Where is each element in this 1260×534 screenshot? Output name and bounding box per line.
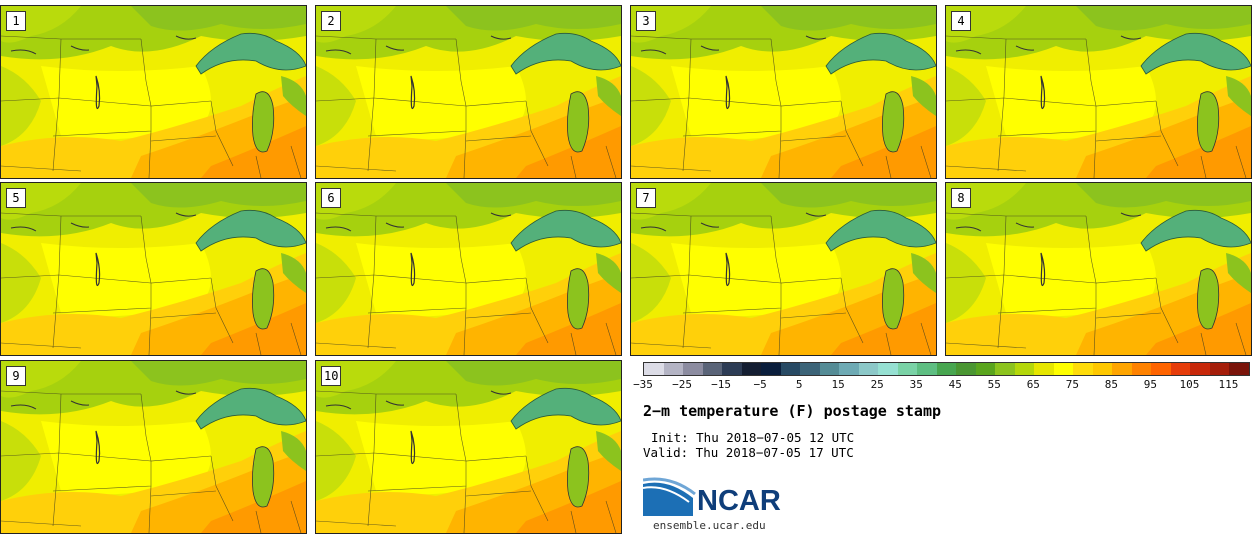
- temperature-map: [1, 361, 306, 533]
- colorbar-tick-label: −25: [672, 378, 692, 391]
- colorbar-segment: [839, 363, 859, 375]
- colorbar-segment: [1170, 363, 1191, 375]
- colorbar-segment: [1034, 363, 1054, 375]
- member-panel: 6: [315, 182, 622, 356]
- valid-time: Valid: Thu 2018−07-05 17 UTC: [643, 445, 854, 460]
- temperature-map: [316, 6, 621, 178]
- colorbar-segment: [1014, 363, 1035, 375]
- colorbar-segment: [1073, 363, 1093, 375]
- colorbar-tick-label: 75: [1065, 378, 1079, 391]
- colorbar-segment: [800, 363, 820, 375]
- colorbar-segment: [936, 363, 957, 375]
- colorbar-tick-label: 25: [870, 378, 884, 391]
- colorbar-tick-label: 35: [909, 378, 923, 391]
- temperature-map: [631, 6, 936, 178]
- colorbar-tick-label: −15: [711, 378, 731, 391]
- panel-number-label: 1: [6, 11, 26, 31]
- colorbar-segment: [995, 363, 1015, 375]
- panel-number-label: 10: [321, 366, 342, 386]
- member-panel: 5: [0, 182, 307, 356]
- colorbar-segment: [741, 363, 762, 375]
- colorbar-segment: [897, 363, 918, 375]
- panel-number-label: 8: [951, 188, 971, 208]
- colorbar-tick-label: 15: [831, 378, 845, 391]
- temperature-map: [316, 361, 621, 533]
- temperature-map: [316, 183, 621, 355]
- colorbar-segment: [1190, 363, 1210, 375]
- ncar-logo-icon: [643, 477, 696, 516]
- panel-number-label: 6: [321, 188, 341, 208]
- colorbar-segment: [858, 363, 879, 375]
- colorbar-segment: [1053, 363, 1074, 375]
- colorbar-tick-label: 5: [795, 378, 803, 391]
- plot-title: 2−m temperature (F) postage stamp: [643, 402, 942, 420]
- colorbar-segment: [722, 363, 742, 375]
- colorbar-tick-label: 95: [1143, 378, 1158, 391]
- colorbar-tick-label: 45: [948, 378, 962, 391]
- colorbar-segment: [1092, 363, 1113, 375]
- init-time: Init: Thu 2018−07-05 12 UTC: [651, 430, 855, 445]
- colorbar-segment: [956, 363, 976, 375]
- member-panel: 1: [0, 5, 307, 179]
- colorbar-segment: [1229, 363, 1249, 375]
- colorbar-segment: [780, 363, 801, 375]
- panel-number-label: 4: [951, 11, 971, 31]
- temperature-colorbar: [643, 362, 1250, 376]
- colorbar-segment: [1112, 363, 1132, 375]
- temperature-map: [631, 183, 936, 355]
- colorbar-segment: [702, 363, 723, 375]
- colorbar-segment: [1131, 363, 1152, 375]
- member-panel: 9: [0, 360, 307, 534]
- member-panel: 8: [945, 182, 1252, 356]
- colorbar-segment: [644, 363, 664, 375]
- colorbar-segment: [819, 363, 840, 375]
- ncar-logo-text: NCAR: [697, 485, 781, 517]
- colorbar-tick-label: −5: [753, 378, 767, 391]
- panel-number-label: 9: [6, 366, 26, 386]
- colorbar-ticks: −35 −25 −15 −5 5 15 25 35 45 55 65 75 85 95 105 115: [633, 378, 1248, 394]
- member-panel: 10: [315, 360, 622, 534]
- panel-number-label: 7: [636, 188, 656, 208]
- temperature-map: [1, 183, 306, 355]
- colorbar-tick-label: 55: [987, 378, 1001, 391]
- member-panel: 7: [630, 182, 937, 356]
- panel-number-label: 3: [636, 11, 656, 31]
- panel-number-label: 2: [321, 11, 341, 31]
- temperature-map: [946, 183, 1251, 355]
- temperature-map: [1, 6, 306, 178]
- colorbar-segment: [1209, 363, 1230, 375]
- member-panel: 2: [315, 5, 622, 179]
- colorbar-tick-label: 65: [1026, 378, 1040, 391]
- source-url: ensemble.ucar.edu: [653, 519, 766, 532]
- colorbar-segment: [761, 363, 781, 375]
- colorbar-segment: [663, 363, 684, 375]
- colorbar-segment: [878, 363, 898, 375]
- member-panel: 3: [630, 5, 937, 179]
- colorbar-tick-label: −35: [633, 378, 653, 391]
- colorbar-segment: [683, 363, 703, 375]
- temperature-map: [946, 6, 1251, 178]
- colorbar-tick-label: 105: [1179, 378, 1200, 391]
- colorbar-tick-label: 85: [1104, 378, 1118, 391]
- colorbar-segment: [975, 363, 996, 375]
- colorbar-segment: [917, 363, 937, 375]
- colorbar-tick-label: 115: [1218, 378, 1239, 391]
- panel-number-label: 5: [6, 188, 26, 208]
- member-panel: 4: [945, 5, 1252, 179]
- colorbar-segment: [1151, 363, 1171, 375]
